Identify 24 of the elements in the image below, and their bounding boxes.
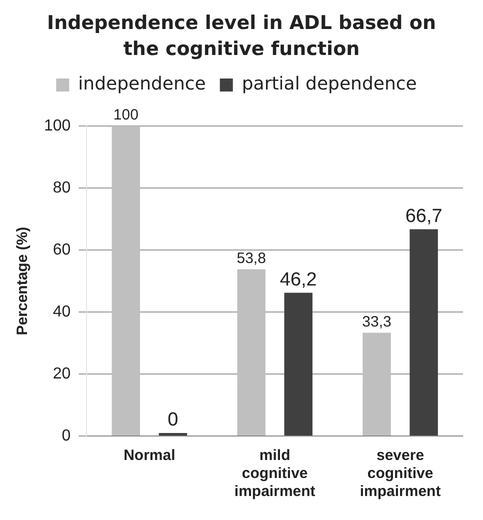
bar: [362, 332, 391, 436]
chart-title: Independence level in ADL based on the cognitive function: [46, 11, 437, 62]
data-label: 66,7: [405, 206, 442, 227]
bar: [284, 292, 312, 436]
y-tick-label: 100: [44, 117, 71, 134]
bar: [237, 269, 266, 436]
data-label: 100: [113, 106, 138, 124]
y-tick-label: 0: [62, 427, 71, 444]
bar: [410, 229, 438, 436]
x-tick-label: severe cognitive impairment: [360, 447, 441, 500]
data-label: 33,3: [362, 313, 392, 330]
x-tick-label: mild cognitive impairment: [234, 447, 316, 500]
legend-label: independence: [78, 74, 206, 95]
data-label: 0: [168, 410, 178, 431]
y-tick-label: 60: [52, 241, 71, 258]
y-axis-title: Percentage (%): [14, 226, 32, 336]
bar: [112, 126, 140, 436]
data-label: 46,2: [280, 270, 317, 291]
y-tick-label: 20: [52, 365, 71, 382]
data-label: 53,8: [236, 250, 266, 267]
y-tick-label: 80: [52, 179, 71, 196]
legend-label: partial dependence: [242, 74, 417, 95]
y-tick-label: 40: [52, 303, 71, 320]
x-tick-label: Normal: [124, 447, 176, 464]
